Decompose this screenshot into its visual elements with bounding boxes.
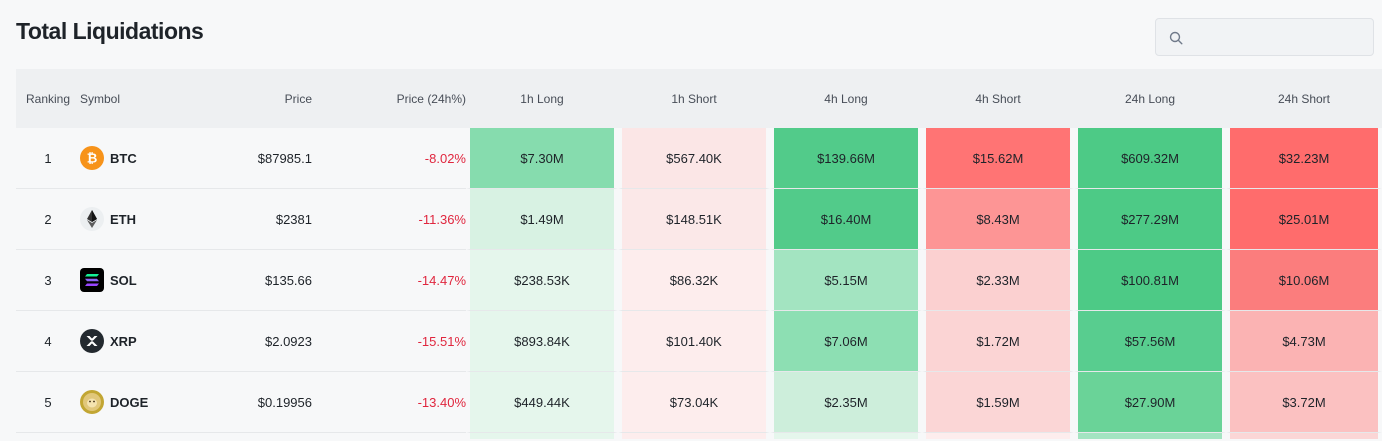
symbol-cell: ETH (80, 189, 170, 250)
col-1h-short[interactable]: 1h Short (618, 69, 770, 128)
rank-cell: 4 (16, 311, 80, 372)
1h-long-cell: $449.44K (466, 372, 618, 433)
rank-cell: 3 (16, 250, 80, 311)
24h-short-cell: $25.01M (1226, 189, 1382, 250)
bitcoin-icon: ₿ (80, 146, 104, 170)
4h-short-cell: $8.43M (922, 189, 1074, 250)
table-row[interactable]: 2 ETH $2381 -11.36% $1.49M $148.51K $16.… (16, 189, 1382, 250)
1h-long-cell: $238.53K (466, 250, 618, 311)
table-row[interactable]: 1 ₿ BTC $87985.1 -8.02% $7.30M $567.40K … (16, 128, 1382, 189)
change-cell: -11.36% (312, 189, 466, 250)
ethereum-icon (80, 207, 104, 231)
search-input[interactable] (1192, 27, 1366, 49)
rank-cell: 2 (16, 189, 80, 250)
1h-long-cell: $1.49M (466, 189, 618, 250)
price-cell: $135.66 (170, 250, 312, 311)
col-price[interactable]: Price (170, 69, 312, 128)
4h-short-cell: $2.33M (922, 250, 1074, 311)
rank-cell (16, 433, 80, 439)
24h-long-cell: $57.56M (1074, 311, 1226, 372)
4h-long-cell: $5.15M (770, 250, 922, 311)
svg-text:₿: ₿ (87, 152, 98, 167)
symbol-label: ETH (110, 211, 136, 227)
symbol-label: BTC (110, 150, 137, 166)
1h-short-cell (618, 433, 770, 439)
24h-short-cell: $32.23M (1226, 128, 1382, 189)
4h-short-cell: $15.62M (922, 128, 1074, 189)
col-ranking[interactable]: Ranking (16, 69, 80, 128)
4h-short-cell: $1.72M (922, 311, 1074, 372)
1h-short-cell: $567.40K (618, 128, 770, 189)
4h-long-cell: $2.35M (770, 372, 922, 433)
symbol-cell (80, 433, 170, 439)
1h-short-cell: $101.40K (618, 311, 770, 372)
table-row[interactable]: 5 DOGE $0.19956 -13.40% $449.44K $73.04K… (16, 372, 1382, 433)
col-symbol[interactable]: Symbol (80, 69, 170, 128)
4h-short-cell: $1.59M (922, 372, 1074, 433)
table-row[interactable]: 3 SOL $135.66 -14.47% $238.53K $86.32K $… (16, 250, 1382, 311)
liquidations-table: Ranking Symbol Price Price (24h%) 1h Lon… (16, 69, 1382, 439)
24h-long-cell: $277.29M (1074, 189, 1226, 250)
change-cell: -14.47% (312, 250, 466, 311)
4h-long-cell (770, 433, 922, 439)
1h-short-cell: $148.51K (618, 189, 770, 250)
24h-long-cell: $27.90M (1074, 372, 1226, 433)
rank-cell: 1 (16, 128, 80, 189)
4h-short-cell (922, 433, 1074, 439)
col-24h-short[interactable]: 24h Short (1226, 69, 1382, 128)
rank-cell: 5 (16, 372, 80, 433)
col-1h-long[interactable]: 1h Long (466, 69, 618, 128)
col-4h-long[interactable]: 4h Long (770, 69, 922, 128)
symbol-label: DOGE (110, 394, 149, 410)
symbol-cell: SOL (80, 250, 170, 311)
24h-long-cell: $609.32M (1074, 128, 1226, 189)
24h-short-cell: $3.72M (1226, 372, 1382, 433)
table-row[interactable]: 4 XRP $2.0923 -15.51% $893.84K $101.40K … (16, 311, 1382, 372)
4h-long-cell: $139.66M (770, 128, 922, 189)
4h-long-cell: $7.06M (770, 311, 922, 372)
24h-long-cell (1074, 433, 1226, 439)
24h-long-cell: $100.81M (1074, 250, 1226, 311)
table-row-partial[interactable] (16, 433, 1382, 439)
4h-long-cell: $16.40M (770, 189, 922, 250)
col-price-24h[interactable]: Price (24h%) (312, 69, 466, 128)
24h-short-cell (1226, 433, 1382, 439)
table-header: Ranking Symbol Price Price (24h%) 1h Lon… (16, 69, 1382, 128)
search-box[interactable] (1155, 18, 1374, 56)
symbol-label: XRP (110, 333, 137, 349)
search-icon (1169, 31, 1183, 45)
col-24h-long[interactable]: 24h Long (1074, 69, 1226, 128)
price-cell: $87985.1 (170, 128, 312, 189)
page-title: Total Liquidations (16, 18, 204, 44)
24h-short-cell: $10.06M (1226, 250, 1382, 311)
1h-long-cell: $893.84K (466, 311, 618, 372)
symbol-cell: XRP (80, 311, 170, 372)
symbol-label: SOL (110, 272, 137, 288)
change-cell: -8.02% (312, 128, 466, 189)
1h-short-cell: $86.32K (618, 250, 770, 311)
xrp-icon (80, 329, 104, 353)
change-cell: -13.40% (312, 372, 466, 433)
1h-short-cell: $73.04K (618, 372, 770, 433)
1h-long-cell (466, 433, 618, 439)
dogecoin-icon (80, 390, 104, 414)
24h-short-cell: $4.73M (1226, 311, 1382, 372)
price-cell: $0.19956 (170, 372, 312, 433)
symbol-cell: DOGE (80, 372, 170, 433)
change-cell: -15.51% (312, 311, 466, 372)
symbol-cell: ₿ BTC (80, 128, 170, 189)
price-cell: $2.0923 (170, 311, 312, 372)
price-cell: $2381 (170, 189, 312, 250)
change-cell (312, 433, 466, 439)
1h-long-cell: $7.30M (466, 128, 618, 189)
price-cell (170, 433, 312, 439)
solana-icon (80, 268, 104, 292)
col-4h-short[interactable]: 4h Short (922, 69, 1074, 128)
